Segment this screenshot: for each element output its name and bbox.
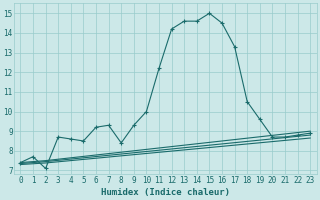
X-axis label: Humidex (Indice chaleur): Humidex (Indice chaleur) bbox=[101, 188, 230, 197]
